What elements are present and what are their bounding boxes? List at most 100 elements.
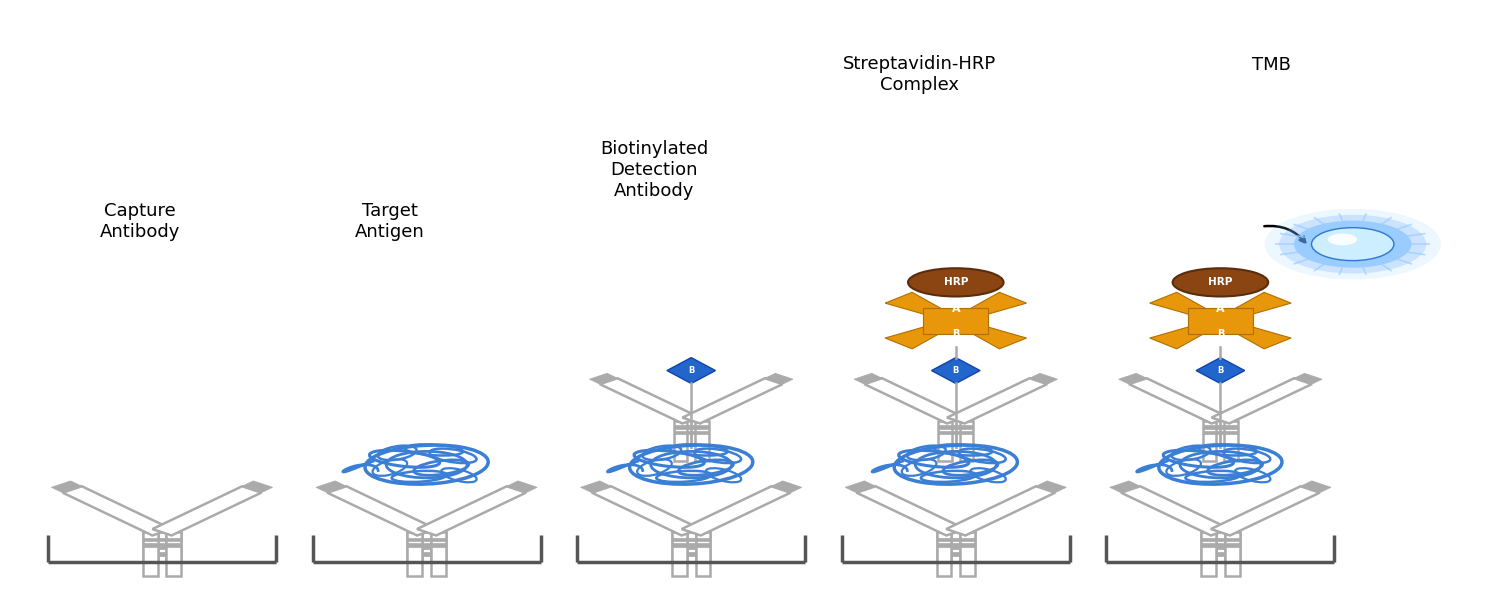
Polygon shape — [674, 425, 710, 428]
Polygon shape — [51, 481, 82, 493]
Polygon shape — [1212, 378, 1312, 424]
Text: A: A — [1216, 304, 1224, 314]
Polygon shape — [1036, 481, 1066, 493]
Polygon shape — [1029, 373, 1057, 384]
Ellipse shape — [908, 268, 1004, 296]
Polygon shape — [938, 421, 951, 461]
Polygon shape — [142, 551, 182, 556]
Polygon shape — [696, 421, 709, 461]
Polygon shape — [674, 431, 710, 434]
Polygon shape — [1202, 545, 1239, 549]
Polygon shape — [1216, 319, 1292, 349]
Polygon shape — [924, 308, 988, 334]
Polygon shape — [153, 486, 261, 535]
Polygon shape — [600, 378, 700, 424]
Circle shape — [1280, 215, 1426, 274]
Polygon shape — [142, 532, 158, 577]
Polygon shape — [1224, 421, 1238, 461]
Text: B: B — [1216, 329, 1224, 338]
Polygon shape — [864, 378, 964, 424]
Polygon shape — [672, 551, 711, 556]
Polygon shape — [1210, 486, 1320, 535]
Polygon shape — [408, 538, 446, 541]
Text: A: A — [951, 304, 960, 314]
Polygon shape — [951, 319, 1026, 349]
Text: Streptavidin-HRP
Complex: Streptavidin-HRP Complex — [843, 55, 996, 94]
Polygon shape — [672, 532, 687, 562]
Polygon shape — [856, 486, 966, 535]
Circle shape — [1294, 221, 1412, 268]
Polygon shape — [166, 532, 182, 577]
Polygon shape — [936, 532, 951, 562]
Polygon shape — [142, 544, 182, 547]
Polygon shape — [1120, 486, 1230, 535]
Polygon shape — [1226, 532, 1239, 562]
Polygon shape — [408, 532, 422, 562]
Polygon shape — [142, 532, 158, 562]
Polygon shape — [1203, 431, 1237, 434]
Polygon shape — [166, 532, 182, 562]
Text: B: B — [688, 366, 694, 375]
Polygon shape — [1119, 373, 1146, 384]
Polygon shape — [142, 545, 182, 549]
Text: Biotinylated
Detection
Antibody: Biotinylated Detection Antibody — [600, 140, 708, 200]
Polygon shape — [1226, 532, 1239, 577]
Polygon shape — [1130, 378, 1228, 424]
Polygon shape — [1202, 532, 1216, 562]
Polygon shape — [1202, 538, 1239, 541]
Polygon shape — [936, 532, 951, 577]
Polygon shape — [938, 431, 974, 434]
Polygon shape — [672, 532, 687, 577]
Text: HRP: HRP — [944, 277, 968, 287]
Polygon shape — [1149, 292, 1224, 322]
Polygon shape — [417, 486, 526, 535]
Polygon shape — [938, 425, 974, 428]
Polygon shape — [696, 532, 711, 562]
Circle shape — [1264, 209, 1442, 280]
Polygon shape — [430, 532, 445, 562]
Polygon shape — [951, 292, 1026, 322]
Text: Target
Antigen: Target Antigen — [356, 202, 424, 241]
Polygon shape — [960, 532, 975, 577]
Polygon shape — [672, 545, 711, 549]
Polygon shape — [682, 378, 783, 424]
Text: HRP: HRP — [1208, 277, 1233, 287]
Polygon shape — [672, 538, 711, 541]
Polygon shape — [853, 373, 882, 384]
Polygon shape — [1110, 481, 1140, 493]
Polygon shape — [946, 486, 1054, 535]
Polygon shape — [885, 292, 960, 322]
Polygon shape — [590, 373, 618, 384]
Polygon shape — [1203, 425, 1237, 428]
Text: TMB: TMB — [1252, 56, 1292, 74]
Polygon shape — [936, 551, 975, 556]
Ellipse shape — [1173, 268, 1268, 296]
Circle shape — [1308, 227, 1396, 262]
Polygon shape — [696, 532, 711, 577]
Polygon shape — [1294, 373, 1322, 384]
Polygon shape — [242, 481, 273, 493]
Polygon shape — [316, 481, 346, 493]
Polygon shape — [1202, 544, 1239, 547]
Polygon shape — [1202, 551, 1239, 556]
Polygon shape — [408, 545, 446, 549]
Polygon shape — [844, 481, 876, 493]
Polygon shape — [946, 378, 1047, 424]
Polygon shape — [592, 486, 700, 535]
Polygon shape — [1203, 421, 1216, 461]
Circle shape — [1311, 227, 1394, 260]
Polygon shape — [1216, 292, 1292, 322]
Polygon shape — [63, 486, 171, 535]
Polygon shape — [408, 551, 446, 556]
Polygon shape — [672, 544, 711, 547]
Polygon shape — [936, 538, 975, 541]
Polygon shape — [1202, 532, 1216, 577]
Polygon shape — [327, 486, 436, 535]
Polygon shape — [1188, 308, 1252, 334]
Polygon shape — [960, 532, 975, 562]
Text: Capture
Antibody: Capture Antibody — [100, 202, 180, 241]
Polygon shape — [936, 545, 975, 549]
Polygon shape — [885, 319, 960, 349]
Text: B: B — [952, 366, 958, 375]
Polygon shape — [408, 544, 446, 547]
